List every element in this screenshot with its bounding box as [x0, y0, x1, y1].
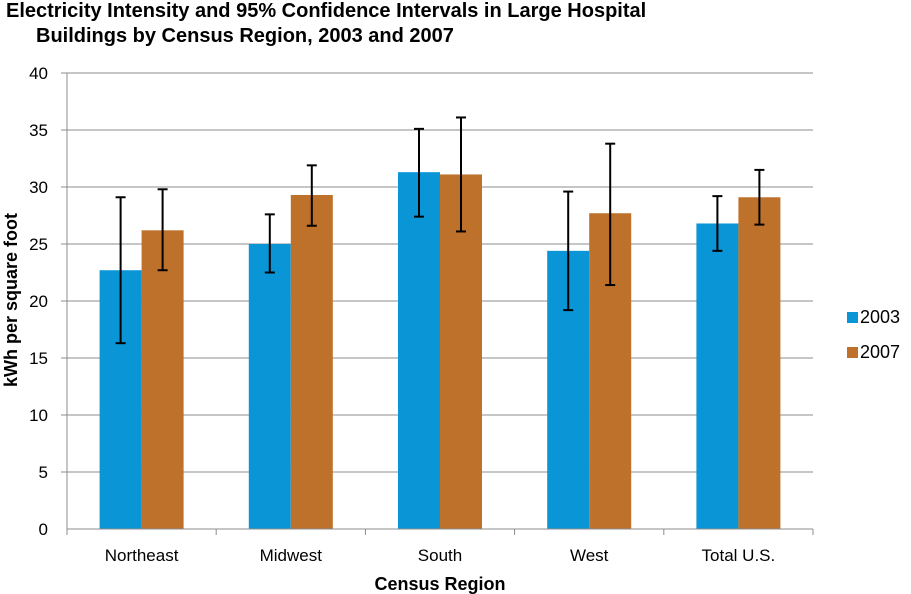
- chart-title-line-1: Electricity Intensity and 95% Confidence…: [6, 0, 646, 22]
- y-tick-label: 15: [29, 349, 48, 368]
- y-tick-label: 5: [39, 463, 48, 482]
- bar-2007-Total U.S.: [738, 197, 781, 529]
- legend-swatch-2007: [847, 347, 858, 358]
- legend-swatch-2003: [847, 312, 858, 323]
- bar-2007-Midwest: [290, 194, 333, 530]
- y-tick-label: 10: [29, 406, 48, 425]
- error-bars: [115, 116, 765, 345]
- bar-2003-South: [398, 172, 440, 529]
- y-tick-label: 30: [29, 178, 48, 197]
- x-tick-label: Midwest: [260, 546, 323, 565]
- axes: [61, 72, 814, 535]
- bar-2003-Total U.S.: [696, 223, 739, 530]
- y-tick-label: 20: [29, 292, 48, 311]
- y-tick-label: 35: [29, 121, 48, 140]
- y-tick-label: 25: [29, 235, 48, 254]
- bars: [99, 172, 781, 530]
- y-tick-label: 0: [39, 520, 48, 539]
- chart-title-line-2: Buildings by Census Region, 2003 and 200…: [36, 25, 454, 47]
- legend-label-2007: 2007: [860, 342, 900, 362]
- bar-2007-Northeast: [141, 230, 184, 529]
- chart-title: Electricity Intensity and 95% Confidence…: [6, 0, 646, 47]
- x-tick-label: Total U.S.: [702, 546, 776, 565]
- y-tick-label: 40: [29, 64, 48, 83]
- y-tick-labels: 0 5 10 15 20 25 30 35 40: [29, 64, 48, 539]
- x-axis-label: Census Region: [374, 574, 505, 594]
- legend-label-2003: 2003: [860, 307, 900, 327]
- legend: 2003 2007: [847, 307, 900, 362]
- x-tick-label: Northeast: [105, 546, 179, 565]
- x-tick-label: West: [570, 546, 609, 565]
- bar-2007-South: [440, 174, 482, 529]
- bar-2003-Midwest: [248, 244, 291, 529]
- y-axis-label: kWh per square foot: [1, 213, 21, 387]
- x-tick-label: South: [418, 546, 462, 565]
- x-tick-labels: Northeast Midwest South West Total U.S.: [105, 546, 776, 565]
